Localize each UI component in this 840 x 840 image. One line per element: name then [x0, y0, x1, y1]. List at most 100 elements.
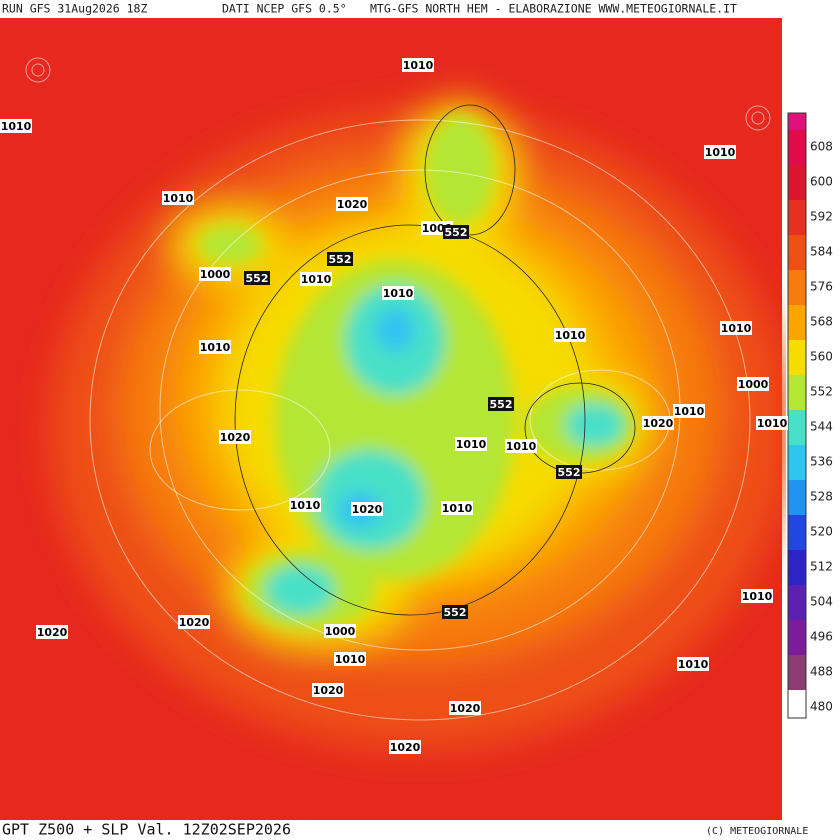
contour-label-box: [162, 191, 194, 205]
credit-label: MTG-GFS NORTH HEM - ELABORAZIONE WWW.MET…: [370, 2, 737, 16]
legend-label: 480: [810, 700, 833, 714]
contour-label: 1000: [738, 378, 769, 391]
contour-label-box: [336, 197, 368, 211]
legend-label: 536: [810, 455, 833, 469]
contour-label-box: [199, 267, 231, 281]
contour-label-box: [389, 740, 421, 754]
contour-label: 1020: [390, 741, 421, 754]
contour-label: 1010: [383, 287, 414, 300]
contour-label-box: [300, 272, 332, 286]
legend-swatch: [788, 130, 806, 165]
contour-label: 1010: [678, 658, 709, 671]
contour-label: 1010: [1, 120, 32, 133]
legend-swatch: [788, 585, 806, 620]
legend-swatch: [788, 165, 806, 200]
contour-label-box: [737, 377, 769, 391]
contour-label-box: [673, 404, 705, 418]
contour-label-box: [178, 615, 210, 629]
contour-label: 1020: [179, 616, 210, 629]
legend-label: 528: [810, 490, 833, 504]
contour-label-box: [327, 252, 353, 266]
contour-label: 552: [445, 226, 468, 239]
contour-label-box: [556, 465, 582, 479]
legend-label: 576: [810, 280, 833, 294]
legend-label: 592: [810, 210, 833, 224]
legend-label: 608: [810, 140, 833, 154]
contour-label-box: [324, 624, 356, 638]
legend-swatch: [788, 445, 806, 480]
legend-label: 552: [810, 385, 833, 399]
footer-copyright: (C) METEOGIORNALE: [706, 826, 808, 837]
contour-label-box: [382, 286, 414, 300]
contour-label: 552: [329, 253, 352, 266]
legend-swatch: [788, 515, 806, 550]
contour-label: 1010: [555, 329, 586, 342]
contour-label-box: [505, 439, 537, 453]
contour-label: 1010: [674, 405, 705, 418]
footer-band: [0, 820, 840, 840]
legend-swatch: [788, 375, 806, 410]
contour-label: 1010: [705, 146, 736, 159]
contour-label: 1010: [163, 192, 194, 205]
contour-label: 1020: [352, 503, 383, 516]
contour-label: 552: [444, 606, 467, 619]
legend-label: 600: [810, 175, 833, 189]
contour-label: 1000: [325, 625, 356, 638]
legend-label: 560: [810, 350, 833, 364]
contour-label-box: [488, 397, 514, 411]
contour-label: 1010: [742, 590, 773, 603]
contour-label-box: [244, 271, 270, 285]
contour-label: 1020: [220, 431, 251, 444]
contour-label: 1010: [456, 438, 487, 451]
contour-label: 1000: [200, 268, 231, 281]
contour-label: 1010: [403, 59, 434, 72]
contour-label: 1010: [290, 499, 321, 512]
contour-label-box: [0, 119, 32, 133]
legend-swatch: [788, 410, 806, 445]
contour-label: 1010: [335, 653, 366, 666]
contour-label-box: [289, 498, 321, 512]
contour-label: 1020: [450, 702, 481, 715]
legend-swatch: [788, 620, 806, 655]
contour-label: 552: [246, 272, 269, 285]
contour-label-box: [677, 657, 709, 671]
legend-swatch: [788, 340, 806, 375]
legend-swatch: [788, 655, 806, 690]
contour-label-box: [441, 501, 473, 515]
contour-label-box: [756, 416, 788, 430]
legend-swatch: [788, 270, 806, 305]
legend-swatch: [788, 480, 806, 515]
legend-swatch: [788, 305, 806, 340]
legend-swatch: [788, 550, 806, 585]
contour-label: 1010: [757, 417, 788, 430]
legend-swatch: [788, 235, 806, 270]
legend-label: 584: [810, 245, 833, 259]
contour-label: 1010: [506, 440, 537, 453]
contour-label: 1020: [643, 417, 674, 430]
contour-label: 1010: [721, 322, 752, 335]
contour-label-box: [334, 652, 366, 666]
contour-label: 1010: [442, 502, 473, 515]
contour-label: 552: [490, 398, 513, 411]
contour-label-box: [219, 430, 251, 444]
contour-label-box: [554, 328, 586, 342]
legend-label: 520: [810, 525, 833, 539]
contour-label-box: [443, 225, 469, 239]
contour-label: 1020: [37, 626, 68, 639]
footer-title: GPT Z500 + SLP Val. 12Z02SEP2026: [2, 821, 291, 839]
legend-label: 544: [810, 420, 833, 434]
contour-label-box: [455, 437, 487, 451]
contour-label-box: [642, 416, 674, 430]
legend-frame: [787, 112, 807, 719]
low-height-cores: [198, 115, 635, 630]
contour-label-box: [36, 625, 68, 639]
contour-label-box: [312, 683, 344, 697]
legend-label: 488: [810, 665, 833, 679]
contour-label: 1020: [337, 198, 368, 211]
contour-label-box: [741, 589, 773, 603]
color-legend: 608 600 592 584 576 568 560 552 544 536 528 520 512 5…: [786, 110, 840, 722]
contour-label-box: [449, 701, 481, 715]
